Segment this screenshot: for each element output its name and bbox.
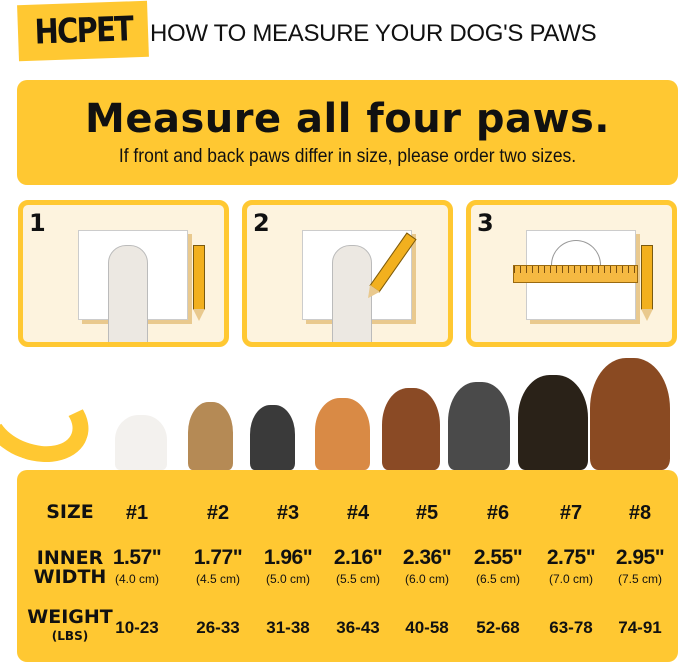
size-3-weight: 31-38 [266, 618, 310, 637]
size-label: SIZE [46, 501, 94, 523]
inner-width-label: INNER WIDTH [25, 549, 115, 587]
size-3-size: #3 [276, 502, 300, 524]
pencil-icon [193, 245, 205, 321]
size-4-size: #4 [346, 502, 370, 524]
size-4-inch: 2.16" [333, 546, 383, 569]
instruction-banner: Measure all four paws. If front and back… [17, 80, 678, 185]
step-number: 1 [29, 209, 46, 237]
dog-image-3 [250, 405, 295, 470]
dog-image-5 [382, 388, 440, 470]
step-number: 3 [477, 209, 494, 237]
dog-image-4 [315, 398, 370, 470]
decorative-swoosh [0, 363, 101, 477]
step-number: 2 [253, 209, 270, 237]
size-8-inch: 2.95" [615, 546, 665, 569]
ruler-icon [513, 265, 638, 283]
size-1-weight: 10-23 [115, 618, 159, 637]
size-8-cm: (7.5 cm) [617, 572, 662, 586]
size-6-size: #6 [486, 502, 510, 524]
size-6-weight: 52-68 [476, 618, 520, 637]
size-5-weight: 40-58 [405, 618, 449, 637]
pencil-icon [641, 245, 653, 321]
dog-image-2 [188, 402, 233, 470]
step-panel-3: 3 [466, 200, 677, 347]
size-7-weight: 63-78 [549, 618, 593, 637]
size-6-cm: (6.5 cm) [475, 572, 520, 586]
step-panel-1: 1 [18, 200, 229, 347]
dog-image-8 [590, 358, 670, 470]
size-3-inch: 1.96" [263, 546, 313, 569]
size-chart: SIZE INNER WIDTH WEIGHT (LBS) #1 1.57" (4.0 … [17, 470, 678, 662]
size-6-inch: 2.55" [473, 546, 523, 569]
size-8-size: #8 [628, 502, 652, 524]
dog-image-1 [115, 415, 167, 470]
width-label: WIDTH [33, 566, 107, 588]
size-5-size: #5 [415, 502, 439, 524]
size-5-inch: 2.36" [402, 546, 452, 569]
size-7-inch: 2.75" [546, 546, 596, 569]
size-3-cm: (5.0 cm) [265, 572, 310, 586]
size-1-cm: (4.0 cm) [114, 572, 159, 586]
brand-logo: HCPET [17, 0, 149, 62]
size-4-weight: 36-43 [336, 618, 380, 637]
logo-text: HCPET [33, 9, 133, 53]
weight-label: WEIGHT (LBS) [21, 608, 119, 646]
weight-unit: (LBS) [51, 629, 89, 643]
size-5-cm: (6.0 cm) [404, 572, 449, 586]
dog-image-6 [448, 382, 510, 470]
inner-label: INNER [36, 547, 104, 569]
size-7-cm: (7.0 cm) [548, 572, 593, 586]
step-panel-2: 2 [242, 200, 453, 347]
size-2-size: #2 [206, 502, 230, 524]
banner-subheading: If front and back paws differ in size, p… [118, 146, 577, 167]
size-2-weight: 26-33 [196, 618, 240, 637]
size-2-inch: 1.77" [193, 546, 243, 569]
size-1-size: #1 [125, 502, 149, 524]
dog-image-7 [518, 375, 588, 470]
paw-illustration [108, 245, 148, 342]
size-7-size: #7 [559, 502, 583, 524]
banner-heading: Measure all four paws. [85, 96, 610, 142]
size-1-inch: 1.57" [112, 546, 162, 569]
size-2-cm: (4.5 cm) [195, 572, 240, 586]
page-title: HOW TO MEASURE YOUR DOG'S PAWS [150, 20, 597, 47]
weight-label-text: WEIGHT [27, 606, 113, 628]
size-8-weight: 74-91 [618, 618, 662, 637]
size-4-cm: (5.5 cm) [335, 572, 380, 586]
